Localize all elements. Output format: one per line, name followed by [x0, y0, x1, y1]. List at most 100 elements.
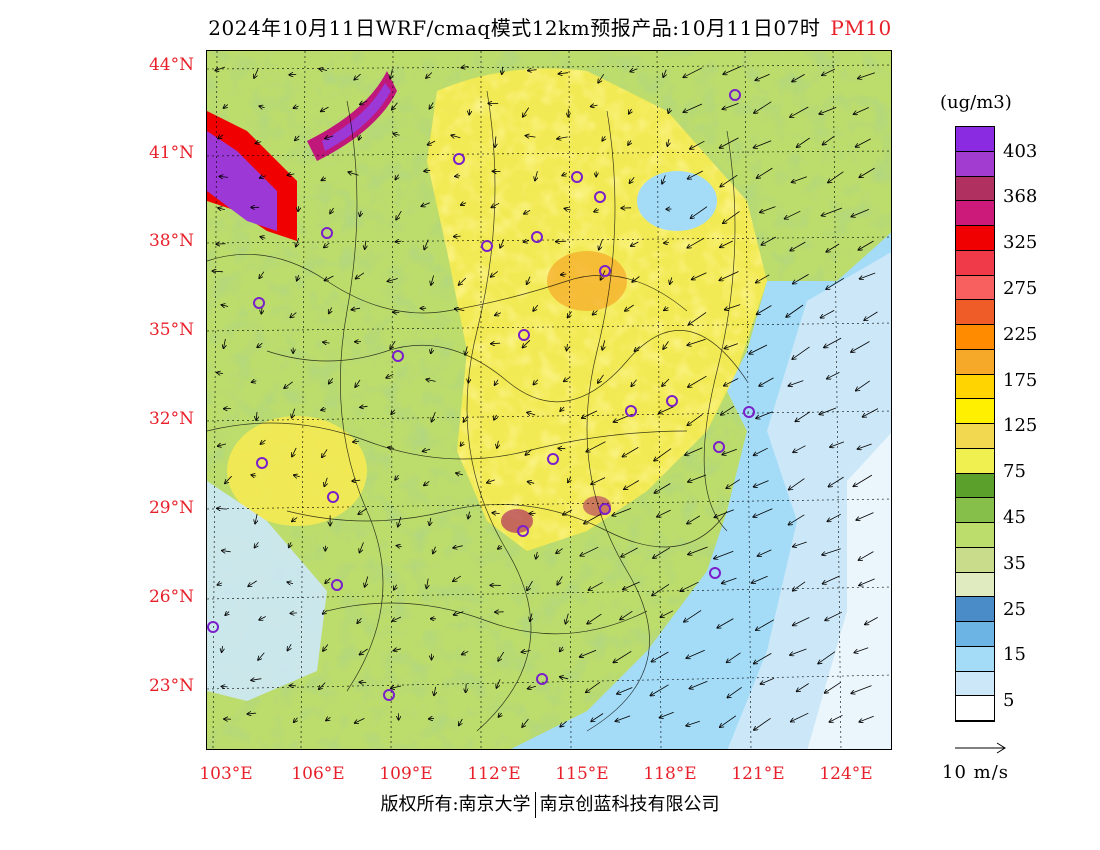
wind-arrow: [602, 340, 604, 350]
city-marker[interactable]: [518, 329, 530, 341]
wind-arrow: [688, 375, 707, 387]
wind-arrow: [722, 577, 737, 583]
hotspot-north-china: [547, 251, 627, 311]
wind-arrow: [392, 616, 402, 621]
wind-arrow: [427, 578, 429, 589]
city-marker[interactable]: [481, 240, 493, 252]
wind-arrow: [556, 548, 563, 554]
city-marker[interactable]: [571, 171, 583, 183]
wind-vectors: [212, 66, 879, 730]
city-markers: [207, 89, 755, 701]
city-marker[interactable]: [383, 689, 395, 701]
wind-arrow: [714, 509, 734, 518]
city-marker[interactable]: [709, 567, 721, 579]
wind-arrow: [652, 651, 669, 662]
wind-arrow: [527, 276, 530, 285]
wind-arrow: [662, 378, 670, 386]
colorbar-cell: [956, 572, 994, 598]
wind-arrow: [462, 652, 469, 655]
city-marker[interactable]: [331, 579, 343, 591]
city-marker[interactable]: [256, 457, 268, 469]
wind-arrow: [756, 274, 770, 283]
lon-label: 124°E: [819, 764, 873, 784]
city-marker[interactable]: [392, 350, 404, 362]
colorbar-cell: [956, 399, 994, 424]
city-marker[interactable]: [321, 227, 333, 239]
city-marker[interactable]: [531, 231, 543, 243]
wind-arrow: [793, 581, 806, 591]
wind-arrow: [621, 547, 638, 557]
wind-arrow: [615, 715, 631, 721]
colorbar-label: 175: [1003, 370, 1038, 391]
city-marker[interactable]: [207, 621, 219, 633]
wind-arrow: [754, 140, 772, 148]
wind-arrow: [390, 340, 396, 349]
wind-arrow: [829, 714, 843, 722]
city-marker[interactable]: [453, 153, 465, 165]
colorbar-label: 5: [1003, 690, 1015, 711]
wind-arrow: [564, 377, 570, 381]
wind-arrow: [424, 480, 430, 485]
wind-arrow: [360, 100, 368, 105]
wind-arrow: [558, 73, 569, 74]
wind-arrow: [598, 374, 604, 383]
wind-arrow: [395, 474, 398, 480]
city-marker[interactable]: [743, 406, 755, 418]
colorbar-cell: [956, 374, 994, 400]
wind-arrow: [500, 239, 505, 247]
wind-arrow: [248, 580, 257, 586]
wind-arrow: [587, 613, 602, 624]
wind-arrow: [586, 441, 606, 452]
wind-arrow: [629, 177, 635, 183]
wind-arrow: [254, 541, 259, 548]
city-marker[interactable]: [594, 191, 606, 203]
wind-arrow: [252, 381, 257, 383]
wind-arrow: [827, 372, 840, 378]
wind-arrow: [858, 240, 874, 250]
wind-arrow: [856, 380, 871, 391]
wind-arrow: [557, 137, 568, 139]
city-marker[interactable]: [253, 297, 265, 309]
wind-arrow: [790, 241, 806, 251]
wind-arrow: [685, 447, 703, 455]
city-marker[interactable]: [713, 441, 725, 453]
colorbar-cell: [956, 226, 994, 251]
wind-arrow: [560, 646, 563, 652]
wind-arrow: [426, 72, 433, 79]
wind-arrow: [757, 167, 773, 178]
wind-arrow: [321, 178, 327, 181]
wind-arrow: [498, 651, 505, 661]
city-marker[interactable]: [599, 265, 611, 277]
wind-arrow: [758, 549, 772, 556]
city-marker[interactable]: [547, 453, 559, 465]
city-marker[interactable]: [536, 673, 548, 685]
city-marker[interactable]: [599, 503, 611, 515]
wind-arrow: [330, 207, 334, 214]
wind-arrow: [491, 271, 498, 277]
wind-arrow: [292, 518, 298, 522]
wind-arrow: [591, 105, 598, 106]
wind-arrow: [522, 651, 531, 653]
wind-arrow: [568, 311, 572, 318]
city-marker[interactable]: [729, 89, 741, 101]
city-marker[interactable]: [517, 525, 529, 537]
city-marker[interactable]: [327, 491, 339, 503]
colorbar-cell: [956, 448, 994, 474]
wind-arrow: [434, 686, 436, 696]
wind-arrow: [429, 102, 434, 109]
desert-dust-purple: [207, 131, 277, 231]
wind-arrow: [356, 272, 365, 279]
wind-arrow: [650, 684, 669, 696]
wind-arrow: [560, 720, 567, 727]
wind-arrow: [689, 312, 707, 324]
wind-arrow: [754, 101, 772, 113]
wind-arrow: [454, 236, 461, 237]
wind-arrow: [348, 172, 359, 176]
wind-arrow: [358, 508, 368, 515]
wind-arrow: [822, 207, 843, 216]
pm10-map[interactable]: [206, 50, 892, 750]
city-marker[interactable]: [666, 395, 678, 407]
city-marker[interactable]: [625, 405, 637, 417]
wind-arrow: [789, 514, 805, 525]
wind-arrow: [828, 476, 844, 487]
